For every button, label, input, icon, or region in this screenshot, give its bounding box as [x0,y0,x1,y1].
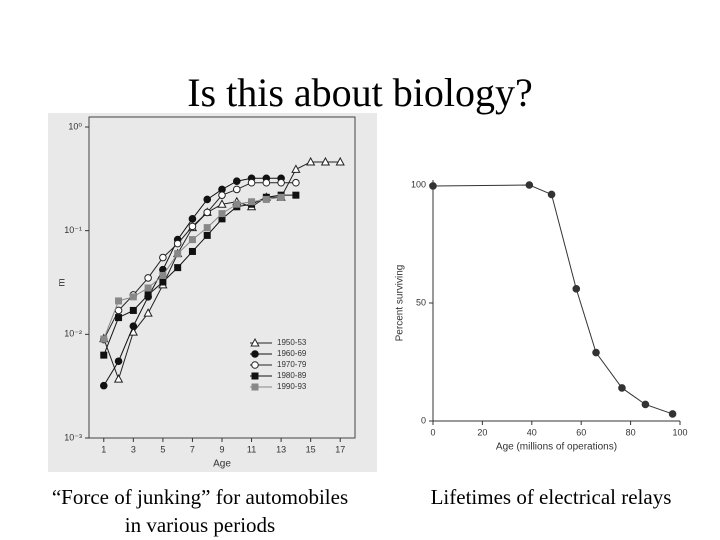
marker [429,182,437,190]
marker [203,224,211,232]
marker [641,400,650,409]
x-tick-label: 80 [626,427,636,437]
legend-label: 1960-69 [277,349,307,358]
marker [292,191,300,199]
x-tick-label: 17 [335,444,345,454]
marker [159,253,167,262]
marker [100,351,108,359]
marker [277,178,285,187]
marker [159,278,167,286]
marker [143,308,153,317]
legend-label: 1970-79 [277,360,307,369]
marker [233,200,241,208]
legend-label: 1950-53 [277,338,307,347]
marker [232,177,241,186]
y-axis-label: m [57,278,68,286]
marker [188,222,197,231]
x-tick-label: 11 [247,444,256,454]
marker [113,374,124,383]
marker [251,350,259,358]
marker [320,156,331,166]
marker [99,381,108,390]
caption: Lifetimes of electrical relays [431,485,672,509]
marker [247,178,256,187]
caption: “Force of junking” for automobiles [52,485,348,509]
marker [525,181,534,189]
x-tick-label: 0 [430,427,435,437]
marker [217,199,227,208]
marker [592,348,600,357]
marker [547,190,556,199]
marker [203,208,212,217]
marker [129,322,138,330]
slide-title: Is this about biology? [187,70,533,115]
y-tick-label: 10⁰ [68,121,82,131]
marker [115,297,123,305]
marker [218,210,226,218]
marker [248,198,256,206]
marker [100,335,108,343]
marker [203,231,211,239]
marker [251,383,259,391]
y-tick-label: 10⁻² [64,329,82,339]
marker [203,195,212,204]
marker [188,236,196,244]
y-tick-label: 10⁻³ [64,432,82,442]
scan-background [48,113,377,472]
marker [335,156,345,166]
marker [251,372,259,380]
marker [572,285,581,293]
legend-label: 1990-93 [277,382,307,391]
x-tick-label: 3 [131,444,136,454]
marker [292,178,300,187]
x-tick-label: 100 [672,427,687,437]
y-tick-label: 0 [421,415,426,425]
series-line [432,184,673,415]
marker [188,247,196,255]
x-tick-label: 60 [576,427,586,437]
x-tick-label: 9 [219,444,224,454]
marker [291,164,301,173]
x-tick-label: 1 [101,444,106,454]
x-tick-label: 15 [306,444,316,454]
x-axis-label: Age (millions of operations) [496,442,617,453]
marker [262,178,271,187]
marker [114,357,123,366]
y-tick-label: 100 [411,179,426,189]
marker [250,337,260,347]
x-axis-label: Age [213,459,231,470]
marker [129,293,137,301]
marker [144,291,152,299]
x-tick-label: 40 [527,427,537,437]
marker [618,384,626,392]
caption: in various periods [125,513,275,537]
marker [159,271,167,279]
y-tick-label: 50 [416,297,426,307]
marker [251,361,259,369]
x-tick-label: 5 [160,444,165,454]
marker [173,239,182,248]
legend-label: 1980-89 [277,371,307,380]
marker [232,185,241,194]
x-tick-label: 13 [276,444,286,454]
marker [262,195,270,203]
marker [144,284,152,292]
marker [277,193,285,201]
y-tick-label: 10⁻¹ [64,225,82,235]
marker [218,191,226,199]
marker [129,306,137,314]
x-tick-label: 20 [477,427,487,437]
marker [174,250,182,258]
marker [174,264,182,272]
marker [306,156,316,166]
marker [668,410,677,418]
marker [115,314,123,322]
marker [188,215,197,223]
y-axis-label: Percent surviving [395,265,406,342]
marker [144,274,152,282]
x-tick-label: 7 [190,444,195,454]
